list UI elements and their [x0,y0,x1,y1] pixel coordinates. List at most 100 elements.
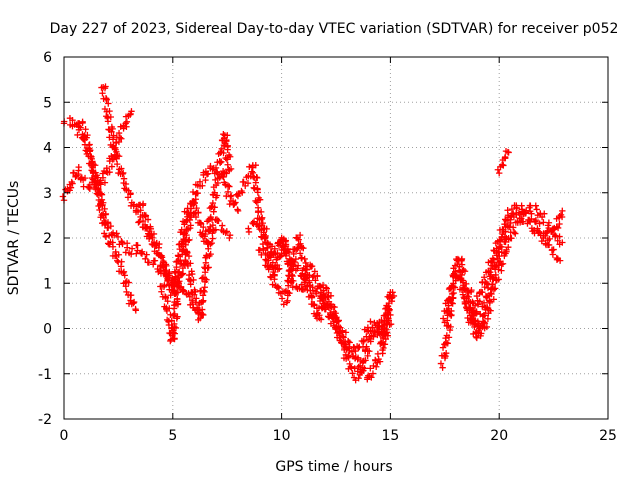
data-point [353,343,361,350]
data-point [151,257,159,264]
data-point [441,319,448,326]
data-point [139,217,147,225]
data-point [342,329,350,336]
data-point [135,219,142,226]
data-point [169,278,177,286]
data-point [114,257,121,264]
data-point [106,107,113,115]
data-point [181,208,188,215]
data-point [345,338,352,345]
data-point [260,246,267,254]
data-point [274,254,281,261]
data-point [322,284,330,291]
data-point [267,273,274,280]
data-point [162,293,169,301]
data-point [188,200,195,207]
data-point [497,243,504,250]
data-point [461,300,469,307]
data-point [209,199,217,207]
data-point [223,170,230,177]
data-point [443,332,451,339]
series-track-c [74,108,135,188]
data-point [171,302,178,309]
data-point [507,213,515,221]
data-point [199,310,206,318]
data-point [196,299,203,307]
data-point [197,219,204,227]
data-point [265,266,272,273]
data-point [352,376,359,384]
data-point [304,286,311,294]
data-point [258,251,265,259]
data-point [149,234,156,242]
data-point [301,272,309,279]
y-tick-label: 5 [43,95,52,111]
data-point [173,289,180,296]
data-point [250,184,257,191]
y-tick-label: 3 [43,186,52,202]
data-point [127,202,135,209]
data-point [115,129,123,137]
tick-layer: 0 5 10 15 20 25 -2 -1 0 1 2 3 4 5 6 [38,50,617,444]
data-point [143,224,151,231]
data-point [458,255,466,263]
data-point [224,132,231,139]
data-point [307,263,314,270]
data-point [123,244,131,251]
data-point [510,229,518,236]
data-point [169,324,176,331]
data-point [75,167,82,174]
data-point [182,238,189,245]
data-point [314,273,321,280]
data-point [352,347,359,355]
data-point [165,281,173,288]
data-point [538,213,546,221]
data-point [359,367,367,375]
x-tick-label: 5 [168,428,177,444]
x-tick-label: 25 [599,428,617,444]
data-point [480,274,488,281]
data-point [128,245,136,252]
data-point [128,300,135,308]
data-point [284,297,291,305]
data-point [104,224,112,231]
data-point [186,212,193,219]
data-point [554,237,561,244]
data-point [202,176,209,184]
data-point [439,364,446,371]
data-point [218,158,225,166]
data-point [203,253,211,260]
data-point [455,267,463,274]
data-point [100,167,108,175]
data-point [282,252,290,260]
data-point [199,182,206,189]
data-point [211,189,218,196]
series-track-n [494,147,512,177]
data-point [179,243,187,250]
data-point [282,237,289,244]
data-point [364,347,371,355]
data-point [223,136,230,144]
data-point [476,298,483,305]
data-point [559,239,566,246]
data-point [349,370,356,377]
x-tick-label: 0 [60,428,69,444]
data-point [505,243,512,251]
data-point [175,279,183,287]
data-point [309,287,317,294]
x-tick-label: 10 [273,428,291,444]
data-point [163,304,170,312]
data-point [172,269,179,277]
data-point [343,346,350,353]
data-point [167,292,174,299]
data-point [481,312,489,319]
data-point [387,311,394,319]
data-point [481,319,489,327]
data-point [294,235,301,242]
data-point [174,300,182,307]
data-point [221,142,228,150]
data-point [437,360,445,367]
data-point [220,173,227,181]
data-point [473,334,481,342]
data-point [500,162,507,169]
